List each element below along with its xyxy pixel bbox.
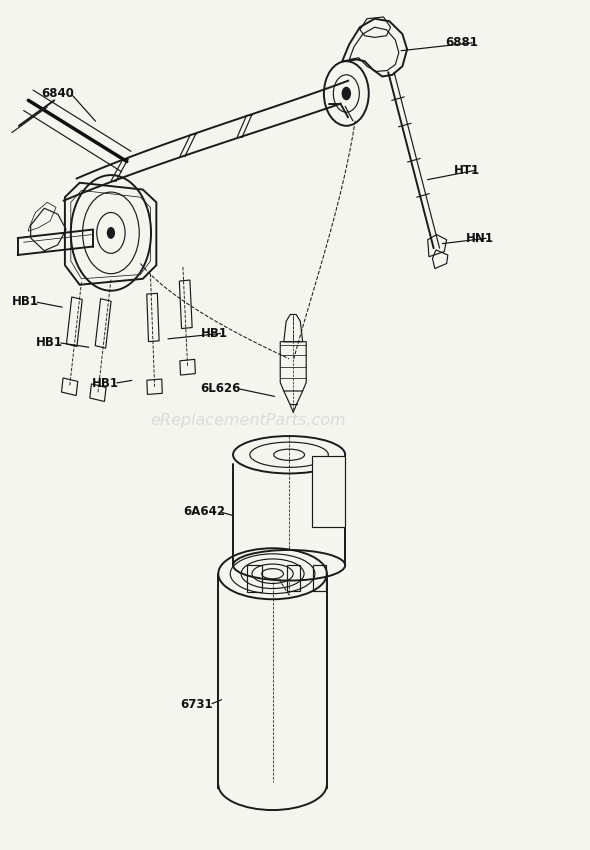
Text: 6840: 6840 bbox=[41, 87, 74, 100]
Bar bbox=[287, 565, 300, 591]
Text: 6L626: 6L626 bbox=[201, 382, 241, 395]
Text: eReplacementParts.com: eReplacementParts.com bbox=[150, 413, 346, 428]
Text: HB1: HB1 bbox=[91, 377, 119, 390]
Circle shape bbox=[342, 87, 351, 100]
Text: HT1: HT1 bbox=[454, 163, 480, 177]
Circle shape bbox=[107, 227, 115, 239]
Polygon shape bbox=[312, 456, 345, 526]
Ellipse shape bbox=[234, 551, 345, 580]
Bar bbox=[247, 565, 262, 592]
Bar bbox=[313, 565, 326, 591]
Text: 6A642: 6A642 bbox=[183, 505, 225, 518]
Text: 6881: 6881 bbox=[445, 36, 478, 49]
Text: HB1: HB1 bbox=[12, 295, 39, 309]
Text: HN1: HN1 bbox=[466, 231, 494, 245]
Text: HB1: HB1 bbox=[201, 326, 228, 340]
Text: HB1: HB1 bbox=[35, 336, 63, 349]
Text: 6731: 6731 bbox=[180, 698, 212, 711]
